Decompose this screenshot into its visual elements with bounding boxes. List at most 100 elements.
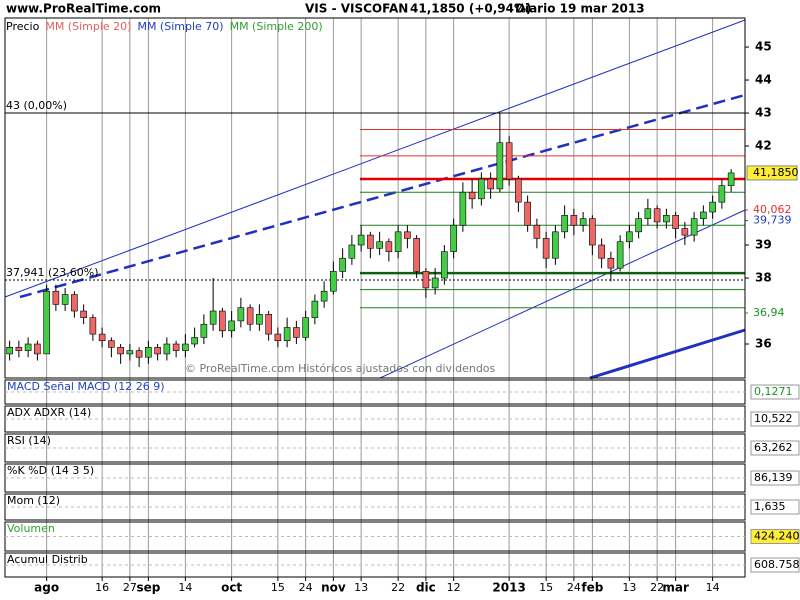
candle-body bbox=[367, 234, 374, 249]
candle-body bbox=[394, 231, 402, 252]
panel-frame bbox=[4, 17, 746, 379]
candle-body bbox=[172, 343, 180, 351]
candle-body bbox=[209, 310, 217, 325]
candle-body bbox=[663, 215, 670, 223]
sub-panel-value: 10,522 bbox=[754, 412, 793, 425]
price-label: 39,739 bbox=[753, 214, 792, 227]
sub-panel-value-box bbox=[750, 411, 800, 427]
candle-body bbox=[626, 231, 633, 243]
candle-body bbox=[635, 218, 642, 233]
candle-body bbox=[718, 185, 726, 203]
candle-body bbox=[108, 340, 115, 348]
candle-body bbox=[200, 323, 208, 338]
sub-panel-label: ADX ADXR (14) bbox=[7, 406, 91, 419]
candle-body bbox=[681, 228, 689, 236]
candle-body bbox=[459, 191, 467, 226]
site-name: www.ProRealTime.com bbox=[6, 2, 161, 16]
sub-panel-value-box bbox=[750, 470, 800, 486]
sub-panel-value: 1,635 bbox=[754, 500, 786, 513]
y-tick-label: 39 bbox=[755, 238, 772, 252]
candle-body bbox=[126, 350, 134, 355]
y-tick-label: 36 bbox=[755, 337, 772, 351]
x-tick-label: 2013 bbox=[492, 581, 525, 595]
candle-body bbox=[598, 244, 605, 259]
y-tick-label: 45 bbox=[755, 40, 772, 54]
y-tick-label: 38 bbox=[755, 271, 772, 285]
y-tick-label: 43 bbox=[755, 106, 772, 120]
x-tick-label: sep bbox=[136, 581, 160, 595]
fibonacci-label: 43 (0,00%) bbox=[6, 99, 67, 112]
candle-body bbox=[191, 337, 198, 345]
price-label: 41,1850 bbox=[753, 166, 799, 179]
candle-body bbox=[672, 215, 679, 229]
candle-body bbox=[709, 201, 716, 213]
candle-body bbox=[311, 300, 319, 318]
support-line bbox=[589, 328, 746, 380]
candle-body bbox=[422, 271, 430, 289]
candle-body bbox=[616, 241, 624, 269]
x-tick-label: 13 bbox=[354, 581, 368, 594]
x-tick-label: nov bbox=[321, 581, 346, 595]
sub-panel-label: %K %D (14 3 5) bbox=[7, 464, 94, 477]
candle-body bbox=[283, 327, 291, 342]
candle-body bbox=[431, 277, 439, 289]
candle-body bbox=[52, 290, 60, 305]
legend-entry: Precio bbox=[6, 20, 40, 33]
candle-body bbox=[348, 244, 356, 259]
candle-body bbox=[71, 294, 78, 312]
candle-body bbox=[404, 231, 411, 239]
candle-body bbox=[515, 178, 522, 203]
period: Diario 19 mar 2013 bbox=[515, 2, 645, 16]
candle-body bbox=[330, 271, 337, 292]
candle-body bbox=[487, 178, 494, 190]
x-tick-label: 12 bbox=[447, 581, 461, 594]
price-box bbox=[746, 165, 798, 181]
sub-panel-value: 424.240 bbox=[754, 530, 800, 543]
candle-body bbox=[145, 347, 152, 358]
x-tick-label: 15 bbox=[271, 581, 285, 594]
candle-body bbox=[727, 172, 735, 186]
candle-body bbox=[302, 317, 309, 338]
candle-body bbox=[524, 201, 531, 226]
channel-lower bbox=[379, 209, 746, 379]
price-label: 40,062 bbox=[753, 203, 792, 216]
candle-body bbox=[339, 257, 346, 272]
candle-body bbox=[579, 218, 587, 226]
candle-body bbox=[89, 317, 97, 335]
grid-layer bbox=[46, 18, 749, 577]
candle-body bbox=[357, 234, 365, 246]
candle-body bbox=[135, 350, 143, 358]
candle-body bbox=[561, 215, 568, 233]
x-tick-label: 15 bbox=[539, 581, 553, 594]
sub-panel-value-box bbox=[750, 384, 800, 400]
candle-body bbox=[98, 333, 106, 342]
sub-panel-value-box bbox=[750, 499, 800, 515]
candle-body bbox=[450, 224, 457, 252]
candle-body bbox=[533, 224, 541, 239]
candle-body bbox=[182, 343, 189, 351]
candle-body bbox=[385, 241, 393, 252]
candle-body bbox=[80, 310, 87, 318]
candle-body bbox=[542, 238, 550, 259]
y-tick-label: 42 bbox=[755, 139, 772, 153]
candle-body bbox=[700, 211, 707, 219]
sub-panel-value-box bbox=[750, 529, 800, 544]
sub-panel-value: 86,139 bbox=[754, 471, 793, 484]
candle-body bbox=[441, 251, 448, 279]
legend-entry: MM (Simple 70) bbox=[137, 20, 223, 33]
sub-panel-label: Mom (12) bbox=[7, 494, 60, 507]
main-panel: Precio MM (Simple 20) MM (Simple 70) MM (Si… bbox=[4, 19, 746, 380]
sub-panel-label: Volumen bbox=[7, 522, 55, 535]
y-tick-label: 44 bbox=[755, 73, 772, 87]
candle-body bbox=[293, 327, 300, 338]
candle-body bbox=[690, 218, 698, 236]
candle-body bbox=[478, 178, 485, 200]
candle-body bbox=[413, 238, 420, 272]
sub-panel-value: 63,262 bbox=[754, 441, 793, 454]
x-tick-label: 16 bbox=[95, 581, 109, 594]
candle-body bbox=[43, 290, 50, 355]
x-tick-label: dic bbox=[416, 581, 436, 595]
x-tick-label: 14 bbox=[178, 581, 192, 594]
